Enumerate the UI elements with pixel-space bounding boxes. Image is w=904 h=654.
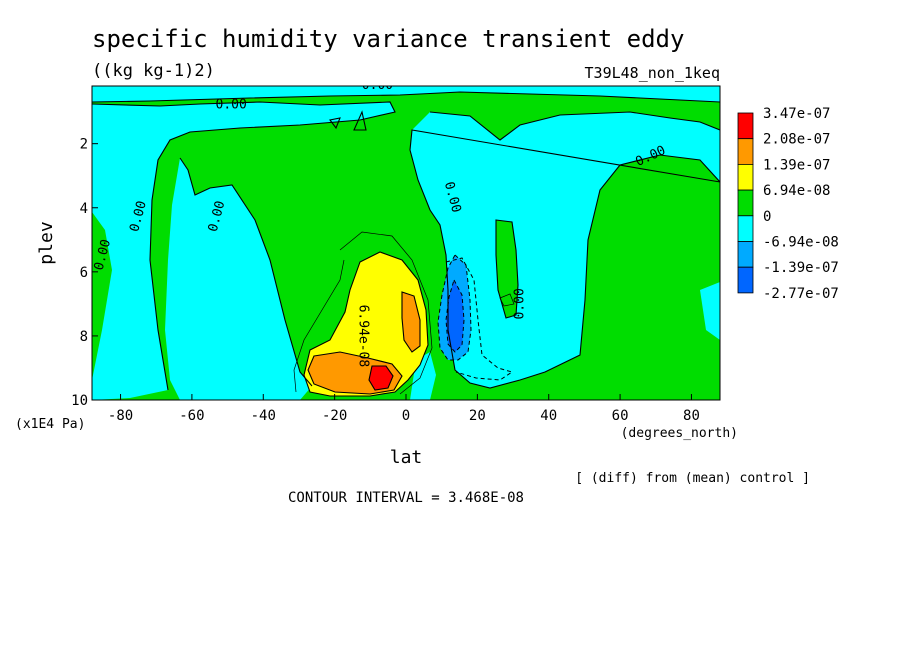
x-tick-label: 40 (540, 408, 557, 424)
x-tick-label: -20 (322, 408, 347, 424)
colorbar-label: -6.94e-08 (763, 235, 839, 251)
colorbar-label: 0 (763, 209, 771, 225)
x-axis-units: (degrees_north) (621, 426, 738, 441)
contour-label: 0.00 (362, 78, 393, 93)
y-axis-label: plev (36, 221, 57, 264)
y-axis: 2 4 6 8 10 (71, 137, 98, 409)
colorbar-label: 2.08e-07 (763, 132, 830, 148)
chart-units: ((kg kg-1)2) (92, 61, 215, 81)
region-pos-level3 (369, 366, 393, 390)
y-tick-label: 4 (80, 201, 88, 217)
contour-lines (92, 91, 720, 397)
x-tick-label: 60 (612, 408, 629, 424)
region-pos-level2a (402, 292, 420, 352)
colorbar-swatch (737, 163, 754, 191)
run-label: T39L48_non_1keq (585, 64, 720, 82)
region-pos-island (496, 220, 518, 318)
x-tick-label: 0 (402, 408, 410, 424)
region-neg-main (410, 112, 720, 388)
y-tick-label: 10 (71, 393, 88, 409)
x-axis: -80 -60 -40 -20 0 20 40 60 80 (108, 394, 700, 424)
x-tick-label: 80 (683, 408, 700, 424)
region-neg-sh-west (92, 102, 395, 400)
colorbar-swatch (737, 112, 754, 140)
contour-label: 6.94e-08 (356, 305, 371, 368)
colorbar-label: -2.77e-07 (763, 286, 839, 302)
chart-title: specific humidity variance transient edd… (92, 25, 684, 53)
x-tick-label: 20 (469, 408, 486, 424)
y-tick-label: 6 (80, 265, 88, 281)
region-neg-nh-east (700, 282, 720, 340)
colorbar-label: -1.39e-07 (763, 260, 839, 276)
x-tick-label: -60 (179, 408, 204, 424)
contour-interval: CONTOUR INTERVAL = 3.468E-08 (288, 490, 524, 506)
colorbar-swatch (737, 189, 754, 217)
colorbar-label: 1.39e-07 (763, 157, 830, 173)
x-axis-label: lat (390, 447, 423, 468)
region-neg-level3 (446, 280, 464, 352)
diff-note: [ (diff) from (mean) control ] (575, 471, 810, 486)
y-axis-units: (x1E4 Pa) (15, 417, 85, 432)
y-tick-label: 8 (80, 329, 88, 345)
colorbar-label: 3.47e-07 (763, 106, 830, 122)
x-tick-label: -80 (108, 408, 133, 424)
colorbar-swatch (737, 241, 754, 268)
colorbar-label: 6.94e-08 (763, 183, 830, 199)
y-tick-label: 2 (80, 137, 88, 153)
negative-contours (437, 254, 514, 381)
contour-label: 0.00 (513, 288, 528, 319)
colorbar-swatch (737, 215, 754, 242)
contour-label: 0.00 (216, 97, 247, 112)
colorbar-swatch (737, 266, 754, 294)
region-neg-sh-mid (165, 158, 312, 400)
colorbar-swatch (737, 138, 754, 165)
x-tick-label: -40 (251, 408, 276, 424)
colorbar-legend: 3.47e-07 2.08e-07 1.39e-07 6.94e-08 0 -6.94e-… (737, 106, 839, 302)
plot-area: 0.000.000.000.00 0.000.000.000.006.94e-08 (92, 78, 720, 400)
